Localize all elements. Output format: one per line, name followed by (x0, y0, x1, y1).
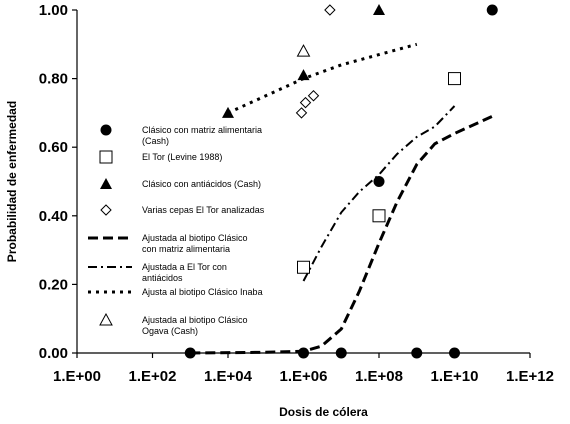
x-tick-label: 1.E+00 (53, 368, 101, 385)
point-levine (372, 209, 386, 223)
x-tick-label: 1.E+06 (280, 368, 328, 385)
point-cash-matrix (335, 347, 347, 359)
x-tick-label: 1.E+08 (355, 368, 403, 385)
point-cash-antacid (222, 106, 234, 118)
point-cash-matrix (486, 4, 498, 16)
x-axis-title: Dosis de cólera (279, 405, 368, 419)
legend-label: Ajustada a El Tor con antiácidos (142, 262, 227, 283)
point-eltor-strains (324, 4, 336, 16)
legend-label: Clásico con matriz alimentaria (Cash) (142, 125, 262, 146)
legend-item: Ajusta al biotipo Clásico Inaba (88, 287, 263, 297)
point-levine (448, 72, 461, 86)
legend-item: El Tor (Levine 1988) (99, 150, 222, 164)
legend-label: Ajustada al biotipo Clásico Ogava (Cash) (142, 315, 248, 336)
fit-curve-fit-matrix (190, 114, 493, 355)
axis-ticks: 0.00 0.20 0.40 0.60 0.80 1.00 1.E+00 1.E+02 1.E+… (39, 2, 554, 385)
point-ogawa (296, 44, 311, 57)
point-cash-antacid (297, 69, 310, 81)
point-cash-matrix (373, 176, 385, 187)
point-levine (297, 260, 310, 274)
fit-curve-fit-eltor (302, 105, 456, 282)
fit-curve-fit-inaba (227, 42, 418, 115)
legend-symbol (100, 204, 112, 216)
legend-item: Clásico con matriz alimentaria (Cash) (100, 124, 262, 146)
point-cash-antacid (373, 4, 385, 15)
legend-label: El Tor (Levine 1988) (142, 152, 222, 162)
x-tick-label: 1.E+04 (204, 368, 253, 385)
point-eltor-strains (307, 90, 320, 102)
y-tick-label: 0.00 (39, 345, 68, 362)
fitted-curves (190, 42, 493, 355)
data-points (184, 4, 498, 359)
legend-item: Ajustada al biotipo Clásico con matriz al… (88, 233, 248, 254)
point-eltor-strains (295, 107, 308, 119)
point-cash-matrix (449, 347, 460, 359)
legend-symbol (100, 178, 112, 189)
legend-label: Ajustada al biotipo Clásico con matriz al… (142, 233, 248, 254)
legend-item: Ajustada al biotipo Clásico Ogava (Cash) (99, 312, 248, 336)
legend: Clásico con matriz alimentaria (Cash) El T… (88, 124, 265, 336)
x-tick-label: 1.E+12 (506, 368, 554, 385)
legend-label: Clásico con antiácidos (Cash) (142, 179, 261, 189)
y-tick-label: 0.80 (39, 71, 68, 88)
legend-symbol (99, 312, 113, 326)
y-tick-label: 0.40 (39, 208, 68, 225)
x-tick-label: 1.E+10 (431, 368, 479, 385)
point-cash-matrix (298, 347, 309, 359)
y-tick-label: 1.00 (39, 2, 68, 19)
point-cash-matrix (411, 347, 423, 359)
point-eltor-strains (299, 96, 312, 109)
legend-item: Clásico con antiácidos (Cash) (100, 178, 261, 189)
legend-label: Varias cepas El Tor analizadas (142, 205, 265, 215)
point-cash-matrix (184, 347, 196, 359)
legend-symbol (100, 124, 112, 136)
legend-symbol (99, 150, 113, 164)
y-tick-label: 0.20 (39, 276, 68, 293)
x-tick-label: 1.E+02 (129, 368, 177, 385)
legend-item: Ajustada a El Tor con antiácidos (88, 262, 227, 283)
legend-item: Varias cepas El Tor analizadas (100, 204, 265, 216)
y-tick-label: 0.60 (39, 139, 68, 156)
y-axis-title: Probabilidad de enfermedad (5, 101, 19, 262)
legend-label: Ajusta al biotipo Clásico Inaba (142, 287, 263, 297)
